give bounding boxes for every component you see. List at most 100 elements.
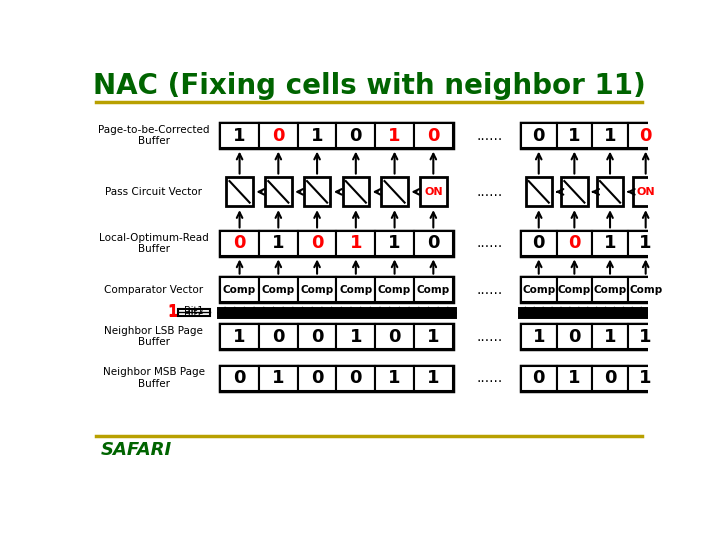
- Text: 0: 0: [568, 328, 580, 346]
- Text: 1: 1: [350, 234, 362, 252]
- Bar: [297, 366, 336, 390]
- Bar: [220, 366, 453, 390]
- Bar: [521, 366, 557, 390]
- Bar: [521, 123, 557, 148]
- Bar: [414, 325, 453, 349]
- Bar: [521, 325, 557, 349]
- Bar: [259, 366, 297, 390]
- Bar: [297, 325, 336, 349]
- Text: ......: ......: [476, 282, 503, 296]
- Text: 1: 1: [427, 328, 440, 346]
- Bar: [521, 231, 557, 256]
- Bar: [557, 123, 592, 148]
- Text: 1: 1: [604, 127, 616, 145]
- Text: ON: ON: [424, 187, 443, 197]
- Text: ......: ......: [476, 237, 503, 251]
- Text: ON: ON: [636, 187, 655, 197]
- Bar: [414, 231, 453, 256]
- Text: 0: 0: [311, 369, 323, 387]
- Bar: [420, 177, 446, 206]
- Text: Comp: Comp: [629, 285, 662, 295]
- Bar: [220, 278, 259, 302]
- Bar: [557, 231, 592, 256]
- Text: 0: 0: [639, 127, 652, 145]
- Text: Neighbor MSB Page
Buffer: Neighbor MSB Page Buffer: [102, 367, 204, 389]
- Bar: [526, 177, 552, 206]
- Bar: [414, 123, 453, 148]
- Text: Comp: Comp: [522, 285, 555, 295]
- Text: 1: 1: [604, 328, 616, 346]
- Bar: [593, 123, 628, 148]
- Text: 1: 1: [168, 305, 178, 320]
- Bar: [259, 123, 297, 148]
- Text: Comp: Comp: [378, 285, 411, 295]
- Text: 1: 1: [639, 328, 652, 346]
- Text: Bit2: Bit2: [184, 308, 204, 318]
- Bar: [521, 278, 557, 302]
- Text: Local-Optimum-Read
Buffer: Local-Optimum-Read Buffer: [99, 233, 208, 254]
- Text: 1: 1: [427, 369, 440, 387]
- Text: Comp: Comp: [300, 285, 333, 295]
- Bar: [297, 231, 336, 256]
- Text: 0: 0: [272, 328, 284, 346]
- Bar: [382, 177, 408, 206]
- Bar: [628, 366, 664, 390]
- Text: 0: 0: [388, 328, 401, 346]
- Bar: [593, 278, 628, 302]
- Bar: [557, 325, 592, 349]
- Text: Comp: Comp: [558, 285, 591, 295]
- Bar: [265, 177, 292, 206]
- Bar: [220, 123, 453, 148]
- Bar: [297, 123, 336, 148]
- Text: 1: 1: [272, 369, 284, 387]
- Bar: [414, 278, 453, 302]
- Bar: [628, 231, 664, 256]
- Text: 0: 0: [350, 369, 362, 387]
- Text: Comparator Vector: Comparator Vector: [104, 285, 203, 295]
- Bar: [297, 278, 336, 302]
- Bar: [414, 366, 453, 390]
- Bar: [593, 366, 628, 390]
- Text: 0: 0: [568, 234, 580, 252]
- Bar: [628, 123, 664, 148]
- Text: 0: 0: [533, 127, 545, 145]
- Text: 0: 0: [350, 127, 362, 145]
- Text: 1: 1: [639, 369, 652, 387]
- Text: 0: 0: [533, 369, 545, 387]
- Text: 1: 1: [388, 369, 401, 387]
- Text: NAC (Fixing cells with neighbor 11): NAC (Fixing cells with neighbor 11): [93, 72, 645, 100]
- Text: 1: 1: [568, 127, 580, 145]
- Bar: [521, 278, 664, 302]
- Bar: [336, 325, 375, 349]
- Bar: [375, 278, 414, 302]
- Text: 1: 1: [604, 234, 616, 252]
- Text: 0: 0: [533, 234, 545, 252]
- Bar: [259, 325, 297, 349]
- Text: 0: 0: [233, 369, 246, 387]
- Bar: [561, 177, 588, 206]
- Text: 1: 1: [533, 328, 545, 346]
- Bar: [336, 366, 375, 390]
- Text: SAFARI: SAFARI: [101, 441, 172, 459]
- Bar: [375, 366, 414, 390]
- Text: Page-to-be-Corrected
Buffer: Page-to-be-Corrected Buffer: [98, 125, 210, 146]
- Bar: [521, 325, 664, 349]
- Text: 1: 1: [168, 305, 178, 320]
- Text: Neighbor LSB Page
Buffer: Neighbor LSB Page Buffer: [104, 326, 203, 347]
- Bar: [521, 123, 664, 148]
- Text: Comp: Comp: [593, 285, 626, 295]
- Bar: [557, 278, 592, 302]
- Bar: [336, 278, 375, 302]
- Text: Comp: Comp: [261, 285, 295, 295]
- Text: ......: ......: [476, 371, 503, 385]
- Bar: [220, 231, 453, 256]
- Bar: [521, 231, 664, 256]
- Text: 1: 1: [568, 369, 580, 387]
- Bar: [226, 177, 253, 206]
- Text: 1: 1: [233, 127, 246, 145]
- Bar: [557, 366, 592, 390]
- Bar: [220, 278, 453, 302]
- Text: Pass Circuit Vector: Pass Circuit Vector: [105, 187, 202, 197]
- Text: Comp: Comp: [223, 285, 256, 295]
- Text: 0: 0: [427, 127, 440, 145]
